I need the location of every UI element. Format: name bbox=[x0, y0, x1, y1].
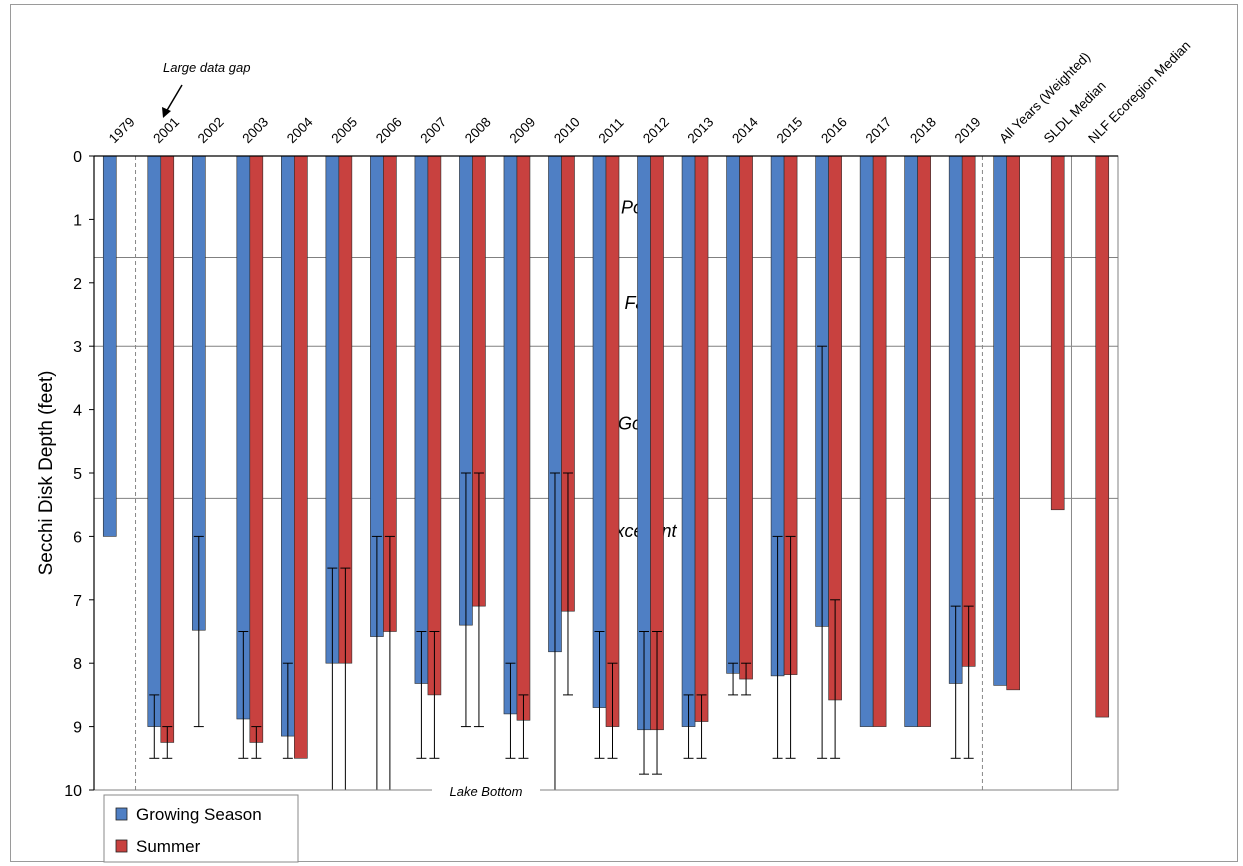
bar-summer-nlf-ecoregion-median bbox=[1095, 155, 1110, 718]
bar-summer-2003 bbox=[249, 155, 264, 743]
y-tick-label: 2 bbox=[73, 276, 82, 293]
axes-layer bbox=[89, 155, 1119, 791]
bar-summer-2017 bbox=[872, 155, 887, 727]
bar-summer-2014 bbox=[739, 155, 753, 680]
x-tick-label: 2011 bbox=[596, 115, 627, 146]
chart-frame bbox=[10, 4, 1238, 862]
y-tick-label: 7 bbox=[73, 593, 82, 610]
data-gap-annotation: Large data gap bbox=[163, 60, 250, 75]
x-tick-label: 2017 bbox=[863, 114, 895, 146]
y-axis-label: Secchi Disk Depth (feet) bbox=[36, 371, 57, 576]
bar-growing-season-2013 bbox=[681, 155, 696, 727]
legend-swatch-growing-season bbox=[115, 807, 128, 821]
bar-summer-2009 bbox=[516, 155, 531, 721]
bar-summer-sldl-median bbox=[1050, 155, 1065, 511]
bar-summer-all-years-weighted- bbox=[1006, 155, 1020, 691]
y-tick-label: 10 bbox=[64, 783, 82, 800]
x-tick-label: 2008 bbox=[462, 114, 494, 146]
x-tick-label: 2002 bbox=[195, 114, 227, 146]
y-tick-label: 3 bbox=[73, 339, 82, 356]
x-tick-label: 2012 bbox=[640, 114, 672, 146]
bar-growing-season-2019 bbox=[948, 155, 963, 684]
x-tick-label: 2010 bbox=[551, 114, 583, 146]
y-tick-label: 4 bbox=[73, 403, 82, 420]
bar-growing-season-2018 bbox=[904, 155, 918, 727]
bar-growing-season-2014 bbox=[726, 155, 740, 674]
bar-summer-2001 bbox=[160, 155, 175, 743]
bar-summer-2011 bbox=[605, 155, 620, 727]
y-tick-label: 8 bbox=[73, 656, 82, 673]
bar-growing-season-1979 bbox=[102, 155, 117, 537]
error-bars-layer bbox=[149, 345, 974, 791]
bar-growing-season-2007 bbox=[414, 155, 429, 684]
legend-label-summer: Summer bbox=[136, 837, 201, 856]
x-tick-label: 2014 bbox=[729, 114, 761, 146]
x-tick-label: 2016 bbox=[818, 114, 850, 146]
legend: Growing Season Summer bbox=[103, 794, 299, 863]
x-tick-label: 2006 bbox=[373, 114, 405, 146]
x-tick-label: 2015 bbox=[774, 114, 806, 146]
y-tick-label: 6 bbox=[73, 529, 82, 546]
data-gap-arrow bbox=[162, 84, 183, 118]
x-tick-label: 2005 bbox=[328, 114, 360, 146]
x-tick-label: 2018 bbox=[907, 114, 939, 146]
legend-swatch-summer bbox=[115, 839, 128, 853]
bar-growing-season-2004 bbox=[281, 155, 295, 737]
bar-summer-2007 bbox=[427, 155, 442, 696]
x-tick-label: 1979 bbox=[106, 114, 138, 146]
bar-summer-2004 bbox=[294, 155, 308, 759]
x-tick-label: 2019 bbox=[952, 114, 984, 146]
bar-growing-season-2001 bbox=[147, 155, 162, 727]
y-tick-label: 1 bbox=[73, 212, 82, 229]
x-tick-label: 2004 bbox=[284, 114, 316, 146]
bar-growing-season-2017 bbox=[859, 155, 874, 727]
x-tick-label: 2007 bbox=[417, 114, 449, 146]
bar-summer-2019 bbox=[961, 155, 976, 667]
y-tick-label: 9 bbox=[73, 720, 82, 737]
bar-growing-season-all-years-weighted- bbox=[993, 155, 1007, 686]
x-tick-label: 2009 bbox=[506, 114, 538, 146]
y-tick-label: 0 bbox=[73, 149, 82, 166]
x-tick-label: 2013 bbox=[685, 114, 717, 146]
bar-growing-season-2009 bbox=[503, 155, 518, 715]
bar-summer-2018 bbox=[917, 155, 931, 727]
lake-bottom-bg bbox=[432, 781, 540, 799]
bar-growing-season-2011 bbox=[592, 155, 607, 708]
legend-box bbox=[103, 794, 299, 863]
bars-layer bbox=[102, 155, 1110, 759]
lake-bottom-annotation: Lake Bottom bbox=[450, 784, 523, 799]
y-tick-label: 5 bbox=[73, 466, 82, 483]
x-tick-label: 2001 bbox=[150, 114, 182, 146]
bar-summer-2013 bbox=[694, 155, 709, 722]
legend-label-growing-season: Growing Season bbox=[136, 805, 262, 824]
x-tick-label: 2003 bbox=[239, 114, 271, 146]
